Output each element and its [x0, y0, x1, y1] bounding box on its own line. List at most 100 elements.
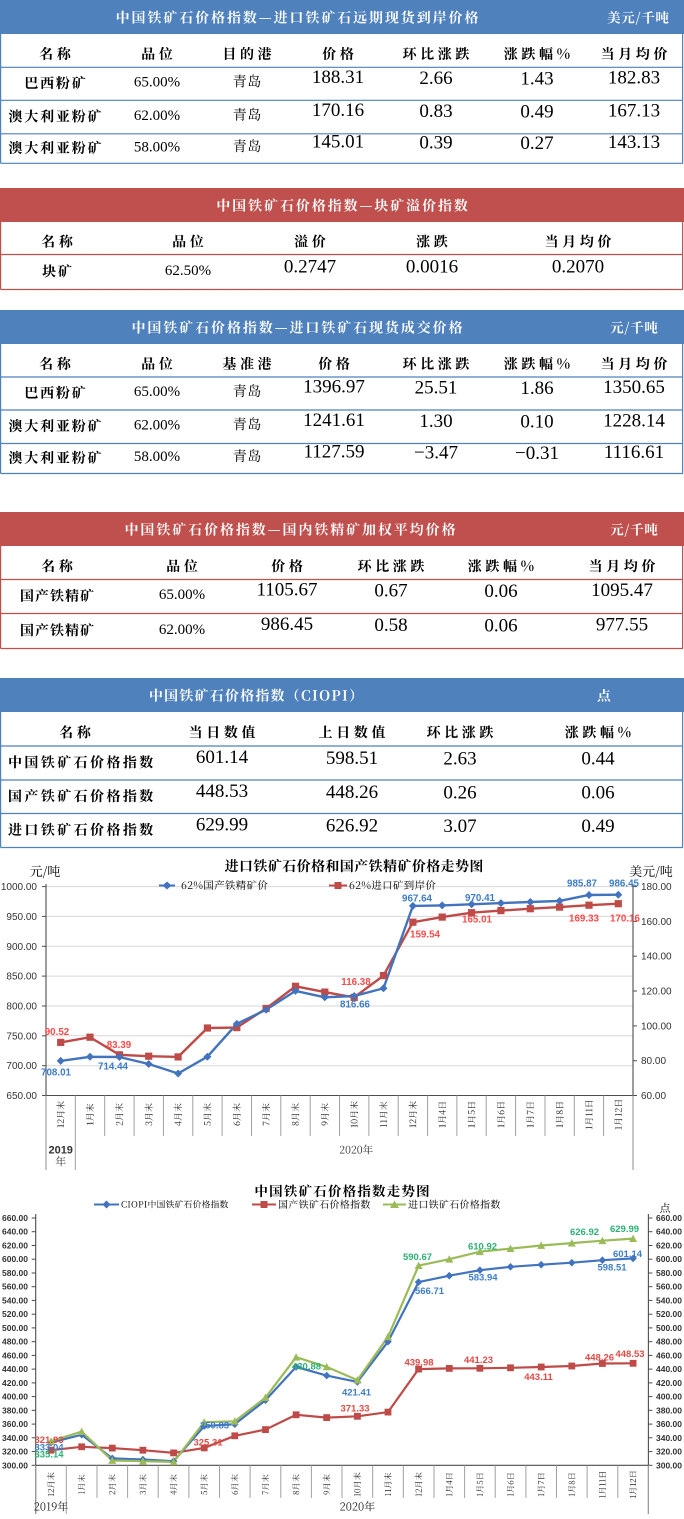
svg-text:400.00: 400.00 — [2, 1392, 28, 1402]
svg-text:448.26: 448.26 — [585, 1353, 614, 1364]
svg-text:660.00: 660.00 — [656, 1213, 682, 1223]
svg-text:359.83: 359.83 — [200, 1421, 229, 1432]
svg-text:600.00: 600.00 — [2, 1254, 28, 1264]
svg-text:448.53: 448.53 — [615, 1349, 644, 1360]
svg-text:0.44: 0.44 — [581, 749, 615, 770]
svg-text:400.00: 400.00 — [656, 1392, 682, 1402]
svg-text:540.00: 540.00 — [2, 1295, 28, 1305]
svg-text:986.45: 986.45 — [261, 614, 313, 635]
svg-text:0.39: 0.39 — [419, 133, 452, 154]
svg-text:580.00: 580.00 — [656, 1268, 682, 1278]
svg-text:80.00: 80.00 — [641, 1056, 666, 1067]
svg-text:62.00%: 62.00% — [159, 622, 205, 638]
svg-text:188.31: 188.31 — [312, 67, 364, 88]
svg-text:320.00: 320.00 — [2, 1447, 28, 1457]
svg-text:0.49: 0.49 — [581, 816, 614, 837]
svg-text:25.51: 25.51 — [415, 378, 458, 399]
svg-text:1.30: 1.30 — [419, 411, 452, 432]
svg-text:626.92: 626.92 — [326, 816, 378, 837]
svg-text:430.88: 430.88 — [292, 1362, 321, 1373]
svg-text:816.66: 816.66 — [340, 1000, 371, 1011]
svg-text:629.99: 629.99 — [610, 1224, 639, 1235]
svg-text:1127.59: 1127.59 — [303, 442, 364, 463]
svg-text:169.33: 169.33 — [569, 914, 600, 925]
svg-text:660.00: 660.00 — [2, 1213, 28, 1223]
svg-text:300.00: 300.00 — [2, 1460, 28, 1470]
svg-text:0.67: 0.67 — [374, 581, 407, 602]
svg-text:116.38: 116.38 — [341, 977, 371, 988]
svg-text:0.06: 0.06 — [581, 782, 614, 803]
svg-text:1.86: 1.86 — [520, 378, 553, 399]
svg-text:480.00: 480.00 — [656, 1337, 682, 1347]
svg-text:325.31: 325.31 — [193, 1438, 223, 1449]
svg-text:360.00: 360.00 — [2, 1419, 28, 1429]
svg-text:1228.14: 1228.14 — [603, 410, 665, 431]
svg-text:500.00: 500.00 — [656, 1323, 682, 1333]
svg-text:1.43: 1.43 — [520, 69, 553, 90]
svg-text:0.49: 0.49 — [520, 102, 553, 123]
svg-text:58.00%: 58.00% — [134, 449, 180, 465]
svg-text:0.06: 0.06 — [484, 581, 517, 602]
svg-text:440.00: 440.00 — [2, 1364, 28, 1374]
svg-text:650.00: 650.00 — [6, 1091, 37, 1102]
svg-text:120.00: 120.00 — [641, 987, 672, 998]
svg-text:1241.61: 1241.61 — [303, 410, 365, 431]
svg-text:2019: 2019 — [48, 1145, 72, 1157]
svg-text:970.41: 970.41 — [465, 893, 496, 904]
svg-text:800.00: 800.00 — [6, 1002, 37, 1013]
svg-text:714.44: 714.44 — [98, 1062, 129, 1073]
svg-text:629.99: 629.99 — [196, 815, 248, 836]
svg-text:967.64: 967.64 — [402, 894, 433, 905]
svg-text:708.01: 708.01 — [41, 1068, 72, 1079]
svg-text:0.0016: 0.0016 — [406, 257, 458, 278]
svg-text:420.00: 420.00 — [2, 1378, 28, 1388]
svg-text:380.00: 380.00 — [656, 1405, 682, 1415]
svg-text:65.00%: 65.00% — [134, 75, 180, 91]
svg-text:140.00: 140.00 — [641, 952, 672, 963]
svg-text:180.00: 180.00 — [641, 882, 672, 893]
svg-text:0.2747: 0.2747 — [284, 257, 336, 278]
svg-text:65.00%: 65.00% — [159, 587, 205, 603]
svg-text:62.50%: 62.50% — [165, 263, 211, 279]
svg-text:0.2070: 0.2070 — [552, 257, 604, 278]
svg-text:986.45: 986.45 — [609, 879, 640, 890]
svg-text:1095.47: 1095.47 — [591, 580, 653, 601]
svg-text:600.00: 600.00 — [656, 1254, 682, 1264]
svg-text:1105.67: 1105.67 — [256, 580, 317, 601]
svg-text:160.00: 160.00 — [641, 917, 672, 928]
svg-text:1350.65: 1350.65 — [603, 377, 665, 398]
svg-text:170.16: 170.16 — [312, 100, 364, 121]
svg-text:598.51: 598.51 — [326, 748, 378, 769]
svg-text:590.67: 590.67 — [403, 1252, 432, 1263]
svg-text:520.00: 520.00 — [2, 1309, 28, 1319]
svg-text:950.00: 950.00 — [6, 912, 37, 923]
svg-text:0.26: 0.26 — [443, 782, 476, 803]
svg-text:421.41: 421.41 — [342, 1388, 372, 1399]
svg-text:60.00: 60.00 — [641, 1091, 666, 1102]
svg-text:850.00: 850.00 — [6, 972, 37, 983]
svg-text:380.00: 380.00 — [2, 1405, 28, 1415]
svg-text:480.00: 480.00 — [2, 1337, 28, 1347]
svg-text:65.00%: 65.00% — [134, 384, 180, 400]
svg-text:620.00: 620.00 — [2, 1241, 28, 1251]
svg-text:0.58: 0.58 — [374, 615, 407, 636]
svg-text:443.11: 443.11 — [524, 1372, 553, 1383]
svg-text:640.00: 640.00 — [656, 1227, 682, 1237]
svg-text:−0.31: −0.31 — [515, 443, 559, 464]
svg-text:560.00: 560.00 — [2, 1282, 28, 1292]
svg-text:700.00: 700.00 — [6, 1061, 37, 1072]
svg-text:100.00: 100.00 — [641, 1021, 672, 1032]
svg-text:62.00%: 62.00% — [134, 418, 180, 434]
svg-text:900.00: 900.00 — [6, 942, 37, 953]
svg-text:3.07: 3.07 — [443, 816, 476, 837]
svg-text:640.00: 640.00 — [2, 1227, 28, 1237]
svg-text:0.10: 0.10 — [520, 411, 553, 432]
svg-text:170.16: 170.16 — [610, 914, 641, 925]
svg-text:340.00: 340.00 — [2, 1433, 28, 1443]
svg-text:540.00: 540.00 — [656, 1295, 682, 1305]
svg-text:500.00: 500.00 — [2, 1323, 28, 1333]
svg-text:460.00: 460.00 — [656, 1350, 682, 1360]
svg-text:985.87: 985.87 — [567, 879, 598, 890]
svg-text:90.52: 90.52 — [45, 1027, 70, 1038]
svg-text:439.98: 439.98 — [404, 1357, 433, 1368]
